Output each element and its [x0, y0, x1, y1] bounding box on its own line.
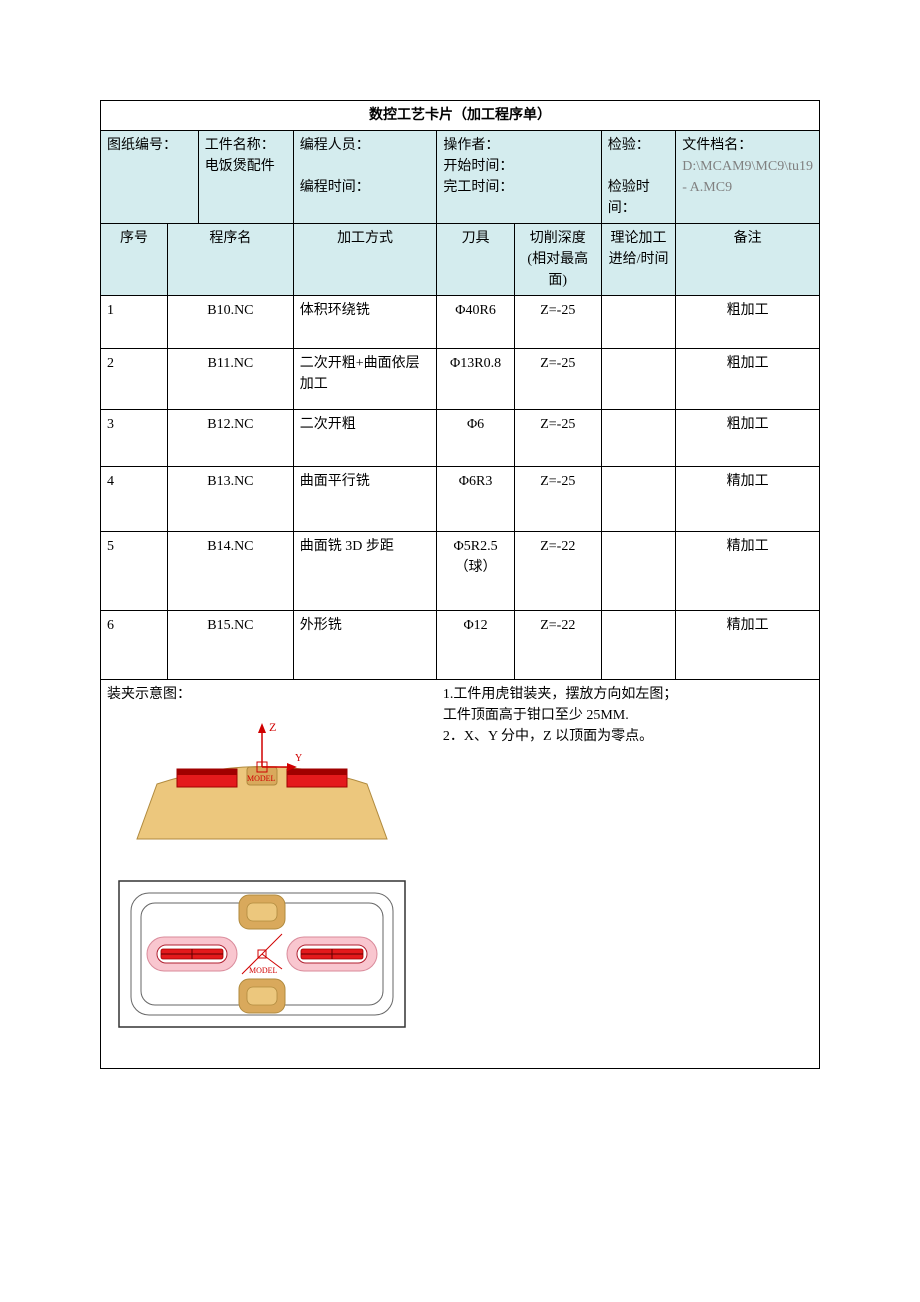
- cell-method: 曲面平行铣: [293, 467, 437, 532]
- model-label-top: MODEL: [249, 966, 278, 975]
- cell-remark: 粗加工: [676, 410, 820, 467]
- field-programmer: 编程人员： 编程时间：: [293, 131, 437, 224]
- cell-no: 6: [101, 611, 168, 680]
- field-drawing-no: 图纸编号：: [101, 131, 199, 224]
- fixture-notes-cell: 1.工件用虎钳装夹，摆放方向如左图； 工件顶面高于钳口至少 25MM. 2．X、…: [437, 680, 820, 1069]
- cell-method: 二次开粗+曲面依层加工: [293, 349, 437, 410]
- note-line-2: 工件顶面高于钳口至少 25MM.: [443, 705, 813, 726]
- cell-feed: [601, 296, 676, 349]
- col-program: 程序名: [168, 224, 294, 296]
- cell-feed: [601, 611, 676, 680]
- cell-depth: Z=-22: [514, 611, 601, 680]
- cell-prog: B11.NC: [168, 349, 294, 410]
- fixture-side-view-icon: Z Y MODEL: [107, 709, 417, 869]
- table-row: 5 B14.NC 曲面铣 3D 步距 Φ5R2.5（球） Z=-22 精加工: [101, 532, 820, 611]
- cell-prog: B13.NC: [168, 467, 294, 532]
- fixture-diagram-cell: 装夹示意图： Z: [101, 680, 437, 1069]
- cell-method: 体积环绕铣: [293, 296, 437, 349]
- value-part-name: 电饭煲配件: [205, 159, 275, 174]
- table-row: 4 B13.NC 曲面平行铣 Φ6R3 Z=-25 精加工: [101, 467, 820, 532]
- cell-feed: [601, 467, 676, 532]
- axis-y-label: Y: [295, 753, 302, 764]
- cell-depth: Z=-22: [514, 532, 601, 611]
- cell-feed: [601, 410, 676, 467]
- cell-depth: Z=-25: [514, 349, 601, 410]
- label-drawing-no: 图纸编号：: [107, 138, 177, 153]
- note-line-3: 2．X、Y 分中，Z 以顶面为零点。: [443, 726, 813, 747]
- cell-prog: B10.NC: [168, 296, 294, 349]
- col-feed: 理论加工进给/时间: [601, 224, 676, 296]
- fixture-diagram-label: 装夹示意图：: [107, 684, 431, 705]
- cell-no: 5: [101, 532, 168, 611]
- table-row: 6 B15.NC 外形铣 Φ12 Z=-22 精加工: [101, 611, 820, 680]
- cell-tool: Φ6: [437, 410, 514, 467]
- field-filename: 文件档名： D:\MCAM9\MC9\tu19 - A.MC9: [676, 131, 820, 224]
- cell-tool: Φ12: [437, 611, 514, 680]
- field-inspection: 检验： 检验时间：: [601, 131, 676, 224]
- label-programmer: 编程人员：: [300, 138, 370, 153]
- table-row: 2 B11.NC 二次开粗+曲面依层加工 Φ13R0.8 Z=-25 粗加工: [101, 349, 820, 410]
- col-depth: 切削深度(相对最高面): [514, 224, 601, 296]
- note-line-1: 1.工件用虎钳装夹，摆放方向如左图；: [443, 684, 813, 705]
- label-part-name: 工件名称：: [205, 138, 275, 153]
- cell-remark: 精加工: [676, 467, 820, 532]
- cell-method: 二次开粗: [293, 410, 437, 467]
- cell-tool: Φ5R2.5（球）: [437, 532, 514, 611]
- cell-depth: Z=-25: [514, 467, 601, 532]
- axis-z-label: Z: [269, 720, 276, 734]
- cell-method: 外形铣: [293, 611, 437, 680]
- cell-prog: B12.NC: [168, 410, 294, 467]
- cell-tool: Φ6R3: [437, 467, 514, 532]
- cell-remark: 精加工: [676, 532, 820, 611]
- label-operator: 操作者：: [443, 138, 499, 153]
- model-label-side: MODEL: [247, 774, 276, 783]
- col-method: 加工方式: [293, 224, 437, 296]
- cell-prog: B14.NC: [168, 532, 294, 611]
- label-filename: 文件档名：: [682, 138, 752, 153]
- cell-method: 曲面铣 3D 步距: [293, 532, 437, 611]
- cell-depth: Z=-25: [514, 410, 601, 467]
- label-start-time: 开始时间：: [443, 159, 513, 174]
- card-title: 数控工艺卡片（加工程序单）: [101, 101, 820, 131]
- cell-remark: 精加工: [676, 611, 820, 680]
- cell-tool: Φ13R0.8: [437, 349, 514, 410]
- label-program-time: 编程时间：: [300, 180, 370, 195]
- field-operator: 操作者： 开始时间： 完工时间：: [437, 131, 601, 224]
- cell-remark: 粗加工: [676, 349, 820, 410]
- cell-no: 2: [101, 349, 168, 410]
- cell-remark: 粗加工: [676, 296, 820, 349]
- cell-no: 3: [101, 410, 168, 467]
- label-end-time: 完工时间：: [443, 180, 513, 195]
- label-inspection: 检验：: [608, 138, 650, 153]
- fixture-top-view-icon: MODEL: [107, 869, 417, 1039]
- cell-feed: [601, 349, 676, 410]
- cell-no: 1: [101, 296, 168, 349]
- cell-prog: B15.NC: [168, 611, 294, 680]
- cell-tool: Φ40R6: [437, 296, 514, 349]
- cell-depth: Z=-25: [514, 296, 601, 349]
- col-no: 序号: [101, 224, 168, 296]
- col-tool: 刀具: [437, 224, 514, 296]
- value-filename: D:\MCAM9\MC9\tu19 - A.MC9: [682, 159, 813, 195]
- table-row: 1 B10.NC 体积环绕铣 Φ40R6 Z=-25 粗加工: [101, 296, 820, 349]
- label-inspection-time: 检验时间：: [608, 180, 650, 216]
- col-remark: 备注: [676, 224, 820, 296]
- table-row: 3 B12.NC 二次开粗 Φ6 Z=-25 粗加工: [101, 410, 820, 467]
- cell-feed: [601, 532, 676, 611]
- process-card-table: 数控工艺卡片（加工程序单） 图纸编号： 工件名称： 电饭煲配件 编程人员： 编程…: [100, 100, 820, 1069]
- field-part-name: 工件名称： 电饭煲配件: [198, 131, 293, 224]
- cell-no: 4: [101, 467, 168, 532]
